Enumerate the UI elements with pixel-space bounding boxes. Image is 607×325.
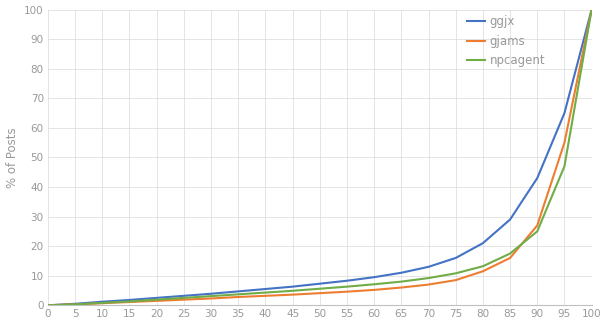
Line: npcagent: npcagent [48, 9, 592, 305]
gjams [316, 291, 324, 295]
ggjx [98, 300, 106, 304]
npcagent [398, 280, 405, 284]
Line: ggjx: ggjx [48, 9, 592, 305]
npcagent [289, 289, 296, 293]
npcagent [44, 303, 52, 307]
npcagent [480, 264, 487, 268]
npcagent [126, 299, 133, 303]
gjams [72, 303, 79, 306]
gjams [370, 288, 378, 292]
ggjx [398, 271, 405, 275]
ggjx [126, 298, 133, 302]
gjams [452, 278, 459, 282]
ggjx [208, 292, 215, 296]
ggjx [153, 296, 160, 300]
gjams [561, 141, 568, 145]
npcagent [153, 298, 160, 302]
gjams [126, 300, 133, 304]
ggjx [234, 290, 242, 293]
gjams [398, 286, 405, 290]
ggjx [506, 217, 514, 221]
npcagent [561, 164, 568, 168]
npcagent [208, 294, 215, 298]
npcagent [370, 282, 378, 286]
ggjx [588, 7, 595, 11]
ggjx [316, 282, 324, 286]
gjams [344, 290, 351, 293]
ggjx [44, 303, 52, 307]
npcagent [344, 285, 351, 289]
npcagent [452, 271, 459, 275]
Legend: ggjx, gjams, npcagent: ggjx, gjams, npcagent [467, 16, 545, 68]
gjams [98, 301, 106, 305]
Line: gjams: gjams [48, 9, 592, 305]
ggjx [425, 265, 432, 269]
npcagent [534, 229, 541, 233]
ggjx [289, 285, 296, 289]
gjams [506, 256, 514, 260]
npcagent [425, 276, 432, 280]
gjams [588, 7, 595, 11]
npcagent [180, 296, 188, 300]
gjams [44, 303, 52, 307]
npcagent [98, 301, 106, 305]
ggjx [534, 176, 541, 180]
gjams [234, 295, 242, 299]
ggjx [262, 287, 269, 291]
npcagent [506, 252, 514, 255]
ggjx [370, 275, 378, 279]
ggjx [180, 294, 188, 298]
ggjx [561, 111, 568, 115]
gjams [208, 296, 215, 300]
gjams [480, 269, 487, 273]
gjams [289, 293, 296, 297]
ggjx [452, 256, 459, 260]
npcagent [588, 7, 595, 11]
gjams [534, 224, 541, 228]
npcagent [316, 287, 324, 291]
gjams [153, 299, 160, 303]
gjams [180, 298, 188, 302]
npcagent [262, 291, 269, 294]
gjams [262, 294, 269, 298]
ggjx [72, 302, 79, 306]
Y-axis label: % of Posts: % of Posts [5, 127, 19, 188]
npcagent [72, 303, 79, 306]
ggjx [344, 279, 351, 283]
npcagent [234, 292, 242, 296]
gjams [425, 283, 432, 287]
ggjx [480, 241, 487, 245]
